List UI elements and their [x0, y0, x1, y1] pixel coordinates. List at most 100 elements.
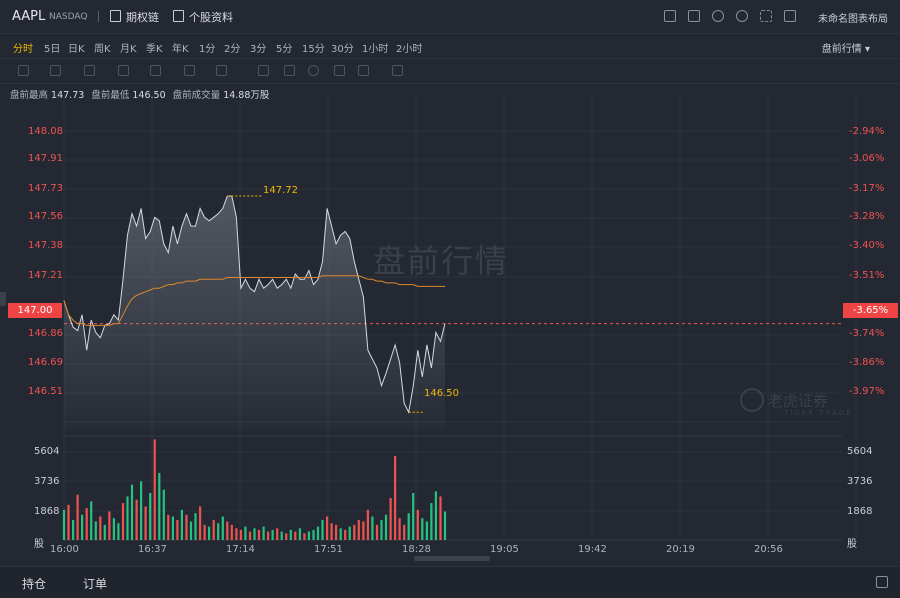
time-tick: 19:42: [578, 544, 607, 555]
volume-bar: [221, 516, 224, 540]
volume-bar: [371, 516, 374, 540]
timeframe-tab[interactable]: 季K: [146, 44, 163, 55]
volume-bar: [121, 503, 125, 540]
current-pct-tag: -3.65%: [843, 303, 898, 318]
stat-volume-value: 14.88万股: [223, 90, 270, 101]
volume-bar: [85, 508, 88, 540]
volume-bar: [394, 456, 397, 540]
volume-bar: [389, 498, 392, 540]
timeframe-tab[interactable]: 日K: [68, 44, 85, 55]
chain-icon: [110, 10, 121, 22]
volume-bar: [199, 506, 202, 540]
volume-bar: [267, 531, 270, 540]
magnet-icon[interactable]: [334, 65, 345, 76]
volume-bar: [158, 472, 161, 540]
volume-bar: [76, 494, 79, 540]
volume-bar: [230, 524, 233, 540]
pattern-tool-icon[interactable]: [84, 65, 95, 76]
volume-bar: [235, 528, 238, 540]
timeframe-tab[interactable]: 30分: [331, 44, 354, 55]
price-area: [64, 196, 445, 430]
volume-bar: [212, 519, 215, 540]
gear-icon[interactable]: [736, 10, 748, 22]
grid-icon[interactable]: [784, 10, 796, 22]
volume-bar: [280, 531, 283, 540]
volume-bar: [276, 528, 279, 540]
volume-bar: [67, 504, 70, 540]
layout-selector[interactable]: 未命名图表布局: [818, 14, 888, 25]
refresh-icon[interactable]: [712, 10, 724, 22]
volume-bar: [144, 506, 147, 540]
brush-tool-icon[interactable]: [258, 65, 269, 76]
brand-name-cn: 老虎证券: [768, 392, 829, 410]
pct-tick: -3.28%: [849, 211, 885, 222]
time-tick: 20:19: [666, 544, 695, 555]
volume-bar: [443, 511, 447, 540]
volume-tick-left: 股: [34, 539, 44, 550]
measure-tool-icon[interactable]: [216, 65, 227, 76]
tab-positions[interactable]: 持仓: [22, 577, 47, 591]
volume-bar: [72, 519, 75, 540]
volume-bar: [403, 524, 406, 540]
volume-bar: [416, 509, 419, 540]
pct-tick: -3.06%: [849, 153, 885, 164]
timeframe-tab[interactable]: 5分: [276, 44, 293, 55]
price-tick: 146.86: [28, 328, 63, 339]
volume-bar: [330, 523, 333, 540]
fullscreen-icon[interactable]: [760, 10, 772, 22]
rect-tool-icon[interactable]: [50, 65, 61, 76]
volume-tick-right: 股: [847, 539, 857, 550]
volume-bar: [362, 521, 365, 540]
company-profile-link[interactable]: 个股资料: [173, 9, 233, 25]
volume-tick-left: 1868: [34, 506, 60, 517]
timeframe-tab[interactable]: 2分: [224, 44, 241, 55]
collapse-handle[interactable]: [0, 292, 6, 306]
volume-bar: [108, 511, 111, 540]
symbol-label[interactable]: AAPL: [12, 9, 46, 24]
price-tick: 147.73: [28, 183, 63, 194]
session-selector[interactable]: 盘前行情 ▾: [821, 44, 870, 55]
timeframe-tab[interactable]: 分时: [13, 44, 33, 55]
option-chain-link[interactable]: 期权链: [110, 9, 159, 25]
timeframe-tab[interactable]: 1分: [199, 44, 216, 55]
volume-bar: [439, 496, 442, 540]
price-tick: 146.69: [28, 357, 63, 368]
exchange-label: NASDAQ: [49, 12, 88, 22]
chat-icon[interactable]: [876, 576, 888, 588]
timeframe-tab[interactable]: 3分: [250, 44, 267, 55]
trash-icon[interactable]: [392, 65, 403, 76]
copy-icon[interactable]: [358, 65, 369, 76]
time-scrollbar[interactable]: [414, 556, 490, 561]
volume-bar: [126, 496, 129, 540]
lock-icon[interactable]: [284, 65, 295, 76]
volume-bar: [208, 526, 211, 540]
timeframe-tab[interactable]: 5日: [44, 44, 61, 55]
volume-bar: [167, 514, 170, 540]
draw-icon[interactable]: [688, 10, 700, 22]
volume-bar: [339, 528, 342, 540]
timeframe-tab[interactable]: 年K: [172, 44, 189, 55]
volume-bar: [375, 524, 379, 540]
volume-bar: [307, 531, 310, 540]
line-tool-icon[interactable]: [18, 65, 29, 76]
grid-tool-icon[interactable]: [118, 65, 129, 76]
eye-icon[interactable]: [308, 65, 319, 76]
tab-orders[interactable]: 订单: [83, 577, 108, 591]
price-tick: 147.21: [28, 270, 63, 281]
timeframe-tab[interactable]: 月K: [120, 44, 137, 55]
stat-volume-label: 盘前成交量: [172, 90, 221, 101]
timeframe-tab[interactable]: 15分: [302, 44, 325, 55]
divider: [98, 11, 99, 22]
chart-settings-icon[interactable]: [664, 10, 676, 22]
volume-bar: [353, 524, 356, 540]
timeframe-tab[interactable]: 周K: [94, 44, 111, 55]
timeframe-tab[interactable]: 2小时: [396, 44, 423, 55]
price-tick: 147.56: [28, 211, 63, 222]
timeframe-tab[interactable]: 1小时: [362, 44, 389, 55]
time-tick: 18:28: [402, 544, 431, 555]
fib-tool-icon[interactable]: [150, 65, 161, 76]
text-tool-icon[interactable]: [184, 65, 195, 76]
volume-bar: [425, 521, 428, 540]
volume-tick-right: 3736: [847, 476, 873, 487]
